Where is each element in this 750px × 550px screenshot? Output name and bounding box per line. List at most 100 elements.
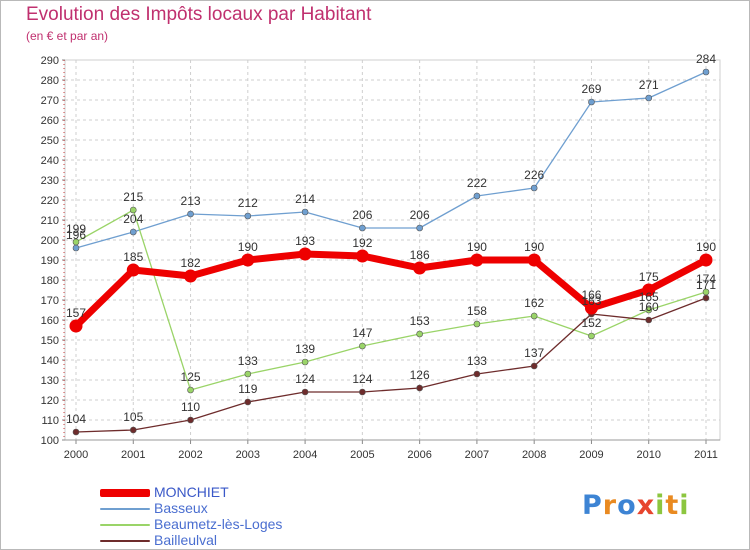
data-label: 152 <box>581 316 601 330</box>
data-point <box>642 283 656 297</box>
data-label: 269 <box>581 82 601 96</box>
data-label: 199 <box>66 222 86 236</box>
data-point <box>473 370 481 378</box>
data-label: 190 <box>696 240 716 254</box>
data-point <box>473 192 481 200</box>
x-tick-label: 2006 <box>407 449 431 461</box>
x-tick-label: 2001 <box>121 449 145 461</box>
data-point <box>416 224 423 232</box>
data-point <box>244 212 252 220</box>
data-label: 110 <box>181 400 200 414</box>
data-point <box>72 428 80 436</box>
data-point <box>184 269 198 283</box>
legend-swatch <box>100 508 150 510</box>
y-tick-label: 210 <box>41 215 59 227</box>
data-label: 166 <box>581 288 601 302</box>
data-label: 160 <box>639 300 659 314</box>
data-point <box>72 244 80 252</box>
legend-swatch <box>100 540 150 542</box>
series-line-0 <box>72 250 710 330</box>
chart-title: Evolution des Impôts locaux par Habitant <box>26 4 372 25</box>
data-point <box>702 68 710 76</box>
y-tick-label: 260 <box>41 115 59 127</box>
data-point <box>645 316 653 324</box>
data-label: 206 <box>352 208 372 222</box>
legend-label: MONCHIET <box>154 484 229 500</box>
y-tick-label: 110 <box>41 415 59 427</box>
data-point <box>126 263 140 277</box>
data-label: 192 <box>352 236 372 250</box>
axes: 100 110 120 130 140 150 160 170 180 190 200 210 220 2… <box>41 55 720 461</box>
data-label: 215 <box>123 190 143 204</box>
data-label: 163 <box>581 294 601 308</box>
data-label: 175 <box>639 270 659 284</box>
data-label: 185 <box>123 250 143 264</box>
data-label: 162 <box>524 296 544 310</box>
logo-letter: i <box>679 490 690 521</box>
legend-swatch <box>100 489 150 497</box>
data-label: 119 <box>238 382 257 396</box>
data-label: 174 <box>696 272 716 286</box>
x-tick-label: 2004 <box>293 449 317 461</box>
data-point <box>301 208 309 216</box>
y-tick-label: 230 <box>41 175 59 187</box>
data-point <box>72 238 80 246</box>
data-point <box>702 294 710 302</box>
data-label: 222 <box>467 176 487 190</box>
data-label: 196 <box>66 228 86 242</box>
y-tick-label: 180 <box>41 275 59 287</box>
data-label: 126 <box>410 368 430 382</box>
x-tick-label: 2007 <box>465 449 489 461</box>
data-label: 157 <box>66 306 86 320</box>
data-label: 190 <box>467 240 487 254</box>
data-label: 171 <box>696 278 716 292</box>
data-point <box>301 358 309 366</box>
y-tick-label: 160 <box>41 315 59 327</box>
series-line-3 <box>75 297 707 433</box>
data-label: 284 <box>696 52 716 66</box>
y-tick-label: 170 <box>41 295 59 307</box>
data-point <box>584 301 598 315</box>
proxiti-logo: Proxiti <box>582 490 690 521</box>
data-point <box>470 253 484 267</box>
x-tick-label: 2005 <box>350 449 374 461</box>
data-label: 165 <box>639 290 659 304</box>
logo-letter: P <box>582 490 603 521</box>
data-label: 158 <box>467 304 487 318</box>
logo-letter: o <box>617 490 637 521</box>
data-point <box>588 98 595 106</box>
data-point <box>129 426 137 434</box>
x-tick-label: 2003 <box>236 449 260 461</box>
y-tick-label: 270 <box>41 95 59 107</box>
chart-subtitle: (en € et par an) <box>26 29 109 43</box>
x-tick-label: 2010 <box>636 449 660 461</box>
data-point <box>530 184 538 192</box>
data-label: 212 <box>238 196 258 210</box>
x-tick-label: 2002 <box>178 449 202 461</box>
logo-letter: r <box>602 490 618 521</box>
data-label: 213 <box>181 194 201 208</box>
logo-letter: i <box>655 490 666 521</box>
data-label: 190 <box>238 240 258 254</box>
data-label: 137 <box>524 346 544 360</box>
y-tick-label: 290 <box>41 55 59 67</box>
y-tick-label: 250 <box>41 135 59 147</box>
data-point <box>527 253 541 267</box>
data-label: 190 <box>524 240 544 254</box>
data-point <box>588 332 595 340</box>
y-tick-label: 150 <box>41 335 59 347</box>
series-lines <box>69 68 713 436</box>
y-tick-label: 220 <box>41 195 59 207</box>
data-label: 125 <box>181 370 201 384</box>
data-label: 104 <box>66 412 86 426</box>
y-tick-label: 240 <box>41 155 59 167</box>
data-label: 133 <box>467 354 487 368</box>
data-label: 147 <box>352 326 372 340</box>
y-tick-label: 280 <box>41 75 59 87</box>
data-point <box>530 312 538 320</box>
data-point <box>359 342 366 350</box>
y-tick-label: 130 <box>41 375 59 387</box>
data-label: 206 <box>410 208 430 222</box>
data-point <box>699 253 713 267</box>
